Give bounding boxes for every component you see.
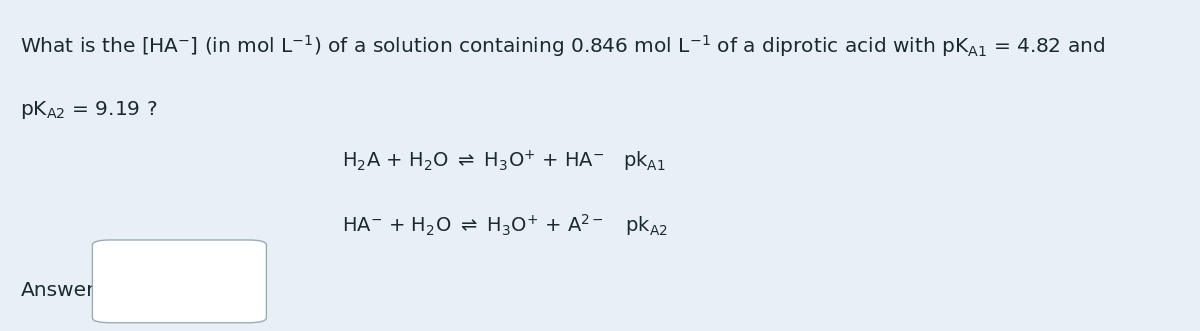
Text: HA$^{\mathsf{-}}$ + H$_{\mathsf{2}}$O $\rightleftharpoons$ H$_{\mathsf{3}}$O$^{\: HA$^{\mathsf{-}}$ + H$_{\mathsf{2}}$O $\… xyxy=(342,212,667,238)
Text: H$_{\mathsf{2}}$A + H$_{\mathsf{2}}$O $\rightleftharpoons$ H$_{\mathsf{3}}$O$^{\: H$_{\mathsf{2}}$A + H$_{\mathsf{2}}$O $\… xyxy=(342,149,666,174)
Text: pK$_{\mathsf{A2}}$ = 9.19 ?: pK$_{\mathsf{A2}}$ = 9.19 ? xyxy=(20,99,158,121)
Text: What is the [HA$^{\mathsf{-}}$] (in mol L$^{\mathsf{-1}}$) of a solution contain: What is the [HA$^{\mathsf{-}}$] (in mol … xyxy=(20,33,1105,59)
Text: Answer:: Answer: xyxy=(20,281,101,300)
FancyBboxPatch shape xyxy=(92,240,266,323)
